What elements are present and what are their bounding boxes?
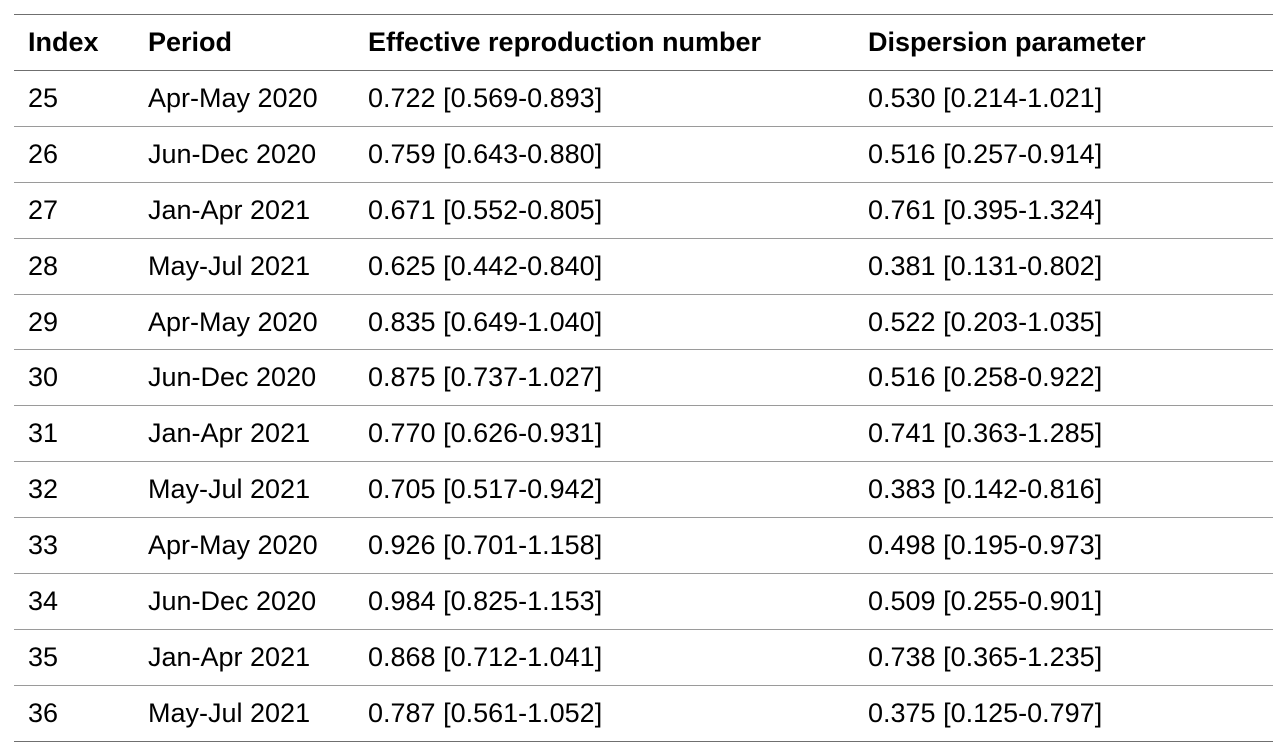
cell-reproduction-number: 0.926 [0.701-1.158]: [354, 517, 854, 575]
cell-reproduction-number: 0.671 [0.552-0.805]: [354, 182, 854, 239]
header-row: Index Period Effective reproduction numb…: [14, 14, 1273, 71]
table-row: 32 May-Jul 2021 0.705 [0.517-0.942] 0.38…: [14, 461, 1273, 519]
cell-dispersion-parameter: 0.509 [0.255-0.901]: [854, 573, 1273, 630]
cell-dispersion-parameter: 0.383 [0.142-0.816]: [854, 461, 1273, 519]
cell-reproduction-number: 0.759 [0.643-0.880]: [354, 126, 854, 183]
cell-reproduction-number: 0.705 [0.517-0.942]: [354, 461, 854, 519]
cell-period: Jan-Apr 2021: [134, 405, 354, 463]
cell-period: Jun-Dec 2020: [134, 573, 354, 630]
cell-index: 30: [14, 349, 134, 407]
header-index: Index: [14, 14, 134, 71]
header-period: Period: [134, 14, 354, 71]
cell-dispersion-parameter: 0.530 [0.214-1.021]: [854, 70, 1273, 127]
cell-period: May-Jul 2021: [134, 685, 354, 742]
table-row: 25 Apr-May 2020 0.722 [0.569-0.893] 0.53…: [14, 70, 1273, 127]
table-body: 25 Apr-May 2020 0.722 [0.569-0.893] 0.53…: [14, 70, 1273, 742]
header-reproduction-number: Effective reproduction number: [354, 14, 854, 71]
cell-period: Apr-May 2020: [134, 294, 354, 351]
cell-index: 32: [14, 461, 134, 519]
cell-index: 36: [14, 685, 134, 742]
cell-period: Jun-Dec 2020: [134, 349, 354, 407]
cell-period: Apr-May 2020: [134, 517, 354, 575]
table-row: 28 May-Jul 2021 0.625 [0.442-0.840] 0.38…: [14, 238, 1273, 295]
cell-period: May-Jul 2021: [134, 461, 354, 519]
cell-dispersion-parameter: 0.522 [0.203-1.035]: [854, 294, 1273, 351]
cell-reproduction-number: 0.868 [0.712-1.041]: [354, 629, 854, 686]
cell-index: 29: [14, 294, 134, 351]
cell-period: Jan-Apr 2021: [134, 629, 354, 686]
cell-dispersion-parameter: 0.375 [0.125-0.797]: [854, 685, 1273, 742]
cell-reproduction-number: 0.787 [0.561-1.052]: [354, 685, 854, 742]
cell-index: 27: [14, 182, 134, 239]
cell-index: 25: [14, 70, 134, 127]
table-row: 33 Apr-May 2020 0.926 [0.701-1.158] 0.49…: [14, 517, 1273, 575]
cell-period: Jun-Dec 2020: [134, 126, 354, 183]
cell-dispersion-parameter: 0.381 [0.131-0.802]: [854, 238, 1273, 295]
results-table-container: Index Period Effective reproduction numb…: [14, 14, 1273, 742]
cell-index: 31: [14, 405, 134, 463]
table-row: 36 May-Jul 2021 0.787 [0.561-1.052] 0.37…: [14, 685, 1273, 742]
cell-index: 26: [14, 126, 134, 183]
cell-dispersion-parameter: 0.761 [0.395-1.324]: [854, 182, 1273, 239]
table-row: 34 Jun-Dec 2020 0.984 [0.825-1.153] 0.50…: [14, 573, 1273, 630]
cell-index: 34: [14, 573, 134, 630]
cell-period: Jan-Apr 2021: [134, 182, 354, 239]
table-row: 30 Jun-Dec 2020 0.875 [0.737-1.027] 0.51…: [14, 349, 1273, 407]
table-row: 31 Jan-Apr 2021 0.770 [0.626-0.931] 0.74…: [14, 405, 1273, 463]
cell-period: May-Jul 2021: [134, 238, 354, 295]
cell-reproduction-number: 0.770 [0.626-0.931]: [354, 405, 854, 463]
table-row: 29 Apr-May 2020 0.835 [0.649-1.040] 0.52…: [14, 294, 1273, 351]
cell-dispersion-parameter: 0.498 [0.195-0.973]: [854, 517, 1273, 575]
cell-dispersion-parameter: 0.516 [0.257-0.914]: [854, 126, 1273, 183]
cell-dispersion-parameter: 0.741 [0.363-1.285]: [854, 405, 1273, 463]
cell-dispersion-parameter: 0.516 [0.258-0.922]: [854, 349, 1273, 407]
header-dispersion-parameter: Dispersion parameter: [854, 14, 1273, 71]
results-table: Index Period Effective reproduction numb…: [14, 14, 1273, 742]
cell-reproduction-number: 0.625 [0.442-0.840]: [354, 238, 854, 295]
table-row: 26 Jun-Dec 2020 0.759 [0.643-0.880] 0.51…: [14, 126, 1273, 183]
cell-period: Apr-May 2020: [134, 70, 354, 127]
cell-index: 28: [14, 238, 134, 295]
cell-reproduction-number: 0.984 [0.825-1.153]: [354, 573, 854, 630]
table-row: 27 Jan-Apr 2021 0.671 [0.552-0.805] 0.76…: [14, 182, 1273, 239]
cell-reproduction-number: 0.722 [0.569-0.893]: [354, 70, 854, 127]
cell-index: 35: [14, 629, 134, 686]
cell-index: 33: [14, 517, 134, 575]
cell-reproduction-number: 0.835 [0.649-1.040]: [354, 294, 854, 351]
table-header: Index Period Effective reproduction numb…: [14, 14, 1273, 71]
table-row: 35 Jan-Apr 2021 0.868 [0.712-1.041] 0.73…: [14, 629, 1273, 686]
cell-reproduction-number: 0.875 [0.737-1.027]: [354, 349, 854, 407]
cell-dispersion-parameter: 0.738 [0.365-1.235]: [854, 629, 1273, 686]
